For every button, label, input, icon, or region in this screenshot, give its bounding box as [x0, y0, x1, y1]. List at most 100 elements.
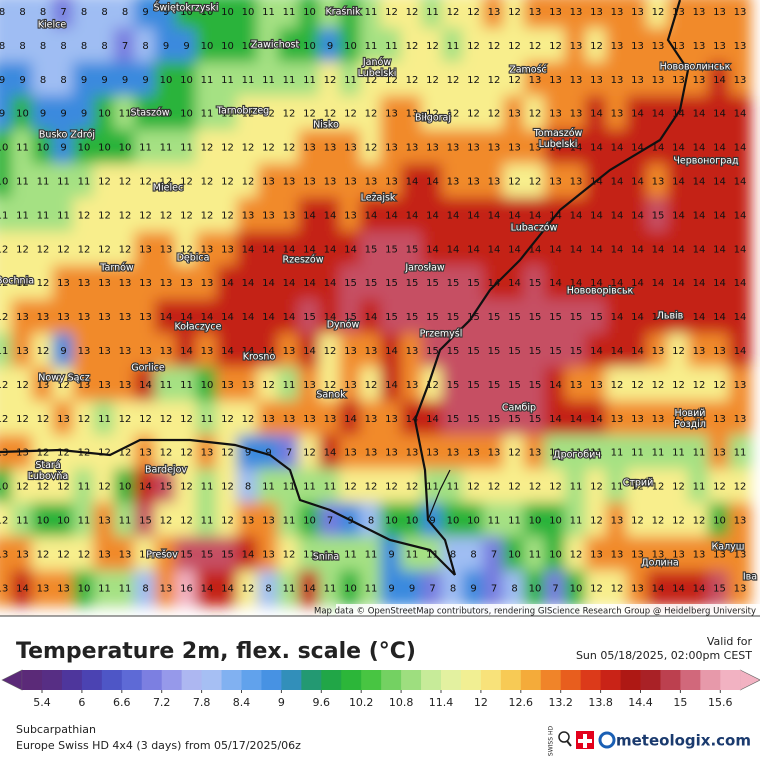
temp-cell	[11, 197, 34, 234]
temp-value: 12	[119, 244, 132, 255]
temp-value: 11	[426, 7, 439, 18]
temp-cell	[605, 265, 629, 302]
temp-value: 13	[590, 75, 603, 86]
temp-cell	[31, 434, 55, 471]
temp-value: 11	[426, 549, 439, 560]
temp-value: 13	[467, 143, 480, 154]
temp-value: 12	[447, 75, 460, 86]
temp-cell	[31, 468, 55, 505]
temp-cell	[667, 163, 690, 200]
temp-value: 15	[529, 278, 542, 289]
temp-value: 15	[590, 312, 603, 323]
temp-cell	[0, 197, 14, 234]
city-label: Іва	[743, 572, 757, 583]
temp-cell	[298, 163, 321, 200]
city-label: Нововолинськ	[660, 62, 731, 73]
temp-cell	[93, 333, 116, 369]
temp-value: 10	[344, 41, 357, 52]
temp-cell	[277, 366, 301, 403]
temp-cell	[667, 129, 690, 166]
temp-cell	[605, 197, 629, 234]
temp-cell	[462, 502, 485, 539]
temp-value: 14	[734, 346, 747, 357]
temp-cell	[728, 163, 752, 200]
temp-value: 11	[283, 380, 296, 391]
temp-cell	[441, 129, 465, 166]
temp-value: 12	[180, 482, 193, 493]
temp-value: 14	[590, 143, 603, 154]
temp-cell	[216, 468, 239, 505]
temp-cell	[482, 333, 506, 369]
temp-value: 14	[590, 109, 603, 120]
temp-value: 11	[119, 516, 132, 527]
temp-value: 11	[365, 41, 378, 52]
temp-cell	[236, 299, 260, 336]
temp-cell	[298, 366, 321, 403]
temp-cell	[195, 299, 219, 336]
temp-cell	[318, 400, 342, 437]
colorbar-segment	[141, 670, 163, 690]
temp-value: 15	[508, 312, 521, 323]
temp-value: 14	[406, 414, 419, 425]
temp-cell	[113, 265, 137, 302]
temp-value: 14	[426, 244, 439, 255]
colorbar-segment	[700, 670, 721, 690]
temp-cell	[708, 299, 731, 336]
temp-cell	[339, 265, 362, 302]
temp-cell	[216, 163, 239, 200]
temp-value: 12	[385, 482, 398, 493]
temp-cell	[708, 536, 731, 573]
temp-cell	[298, 434, 321, 471]
temp-cell	[113, 400, 137, 437]
temp-value: 13	[570, 75, 583, 86]
temp-value: 13	[426, 143, 439, 154]
temp-cell	[585, 61, 608, 98]
temp-cell	[31, 27, 55, 64]
temp-value: 11	[180, 143, 193, 154]
city-label: Rzeszów	[283, 255, 324, 266]
temp-cell	[113, 570, 137, 607]
temp-value: 13	[508, 109, 521, 120]
temp-cell	[646, 468, 670, 505]
temp-cell	[93, 197, 116, 234]
temp-value: 12	[508, 177, 521, 188]
temp-cell	[687, 468, 711, 505]
temp-value: 11	[693, 448, 706, 459]
temp-value: 12	[508, 482, 521, 493]
temp-value: 11	[201, 109, 214, 120]
temp-cell	[11, 27, 34, 64]
temp-value: 14	[283, 278, 296, 289]
temp-value: 15	[139, 516, 152, 527]
temp-value: 10	[57, 516, 70, 527]
temp-value: 8	[0, 7, 5, 18]
temp-value: 13	[160, 244, 173, 255]
temp-value: 15	[406, 244, 419, 255]
city-label: Самбір	[502, 403, 536, 414]
temp-cell	[134, 434, 157, 471]
temp-value: 11	[324, 549, 337, 560]
colorbar-segment	[620, 670, 641, 690]
temp-cell	[113, 129, 137, 166]
temp-value: 11	[283, 482, 296, 493]
temp-value: 11	[37, 177, 50, 188]
temp-cell	[626, 299, 649, 336]
temp-value: 12	[180, 516, 193, 527]
temp-cell	[154, 61, 178, 98]
temp-cell	[175, 163, 198, 200]
temp-value: 14	[385, 346, 398, 357]
temp-value: 10	[119, 482, 132, 493]
city-label: Zamość	[509, 65, 547, 76]
temp-cell	[544, 163, 567, 200]
temp-cell	[52, 366, 75, 403]
temp-value: 14	[713, 278, 726, 289]
temp-cell	[400, 434, 424, 471]
temp-value: 9	[0, 75, 5, 86]
temp-cell	[0, 536, 14, 573]
temp-cell	[523, 434, 547, 471]
temp-cell	[626, 468, 649, 505]
temp-cell	[626, 95, 649, 132]
temp-value: 12	[385, 75, 398, 86]
temp-cell	[339, 231, 362, 268]
temp-value: 14	[426, 414, 439, 425]
temp-cell	[400, 468, 424, 505]
